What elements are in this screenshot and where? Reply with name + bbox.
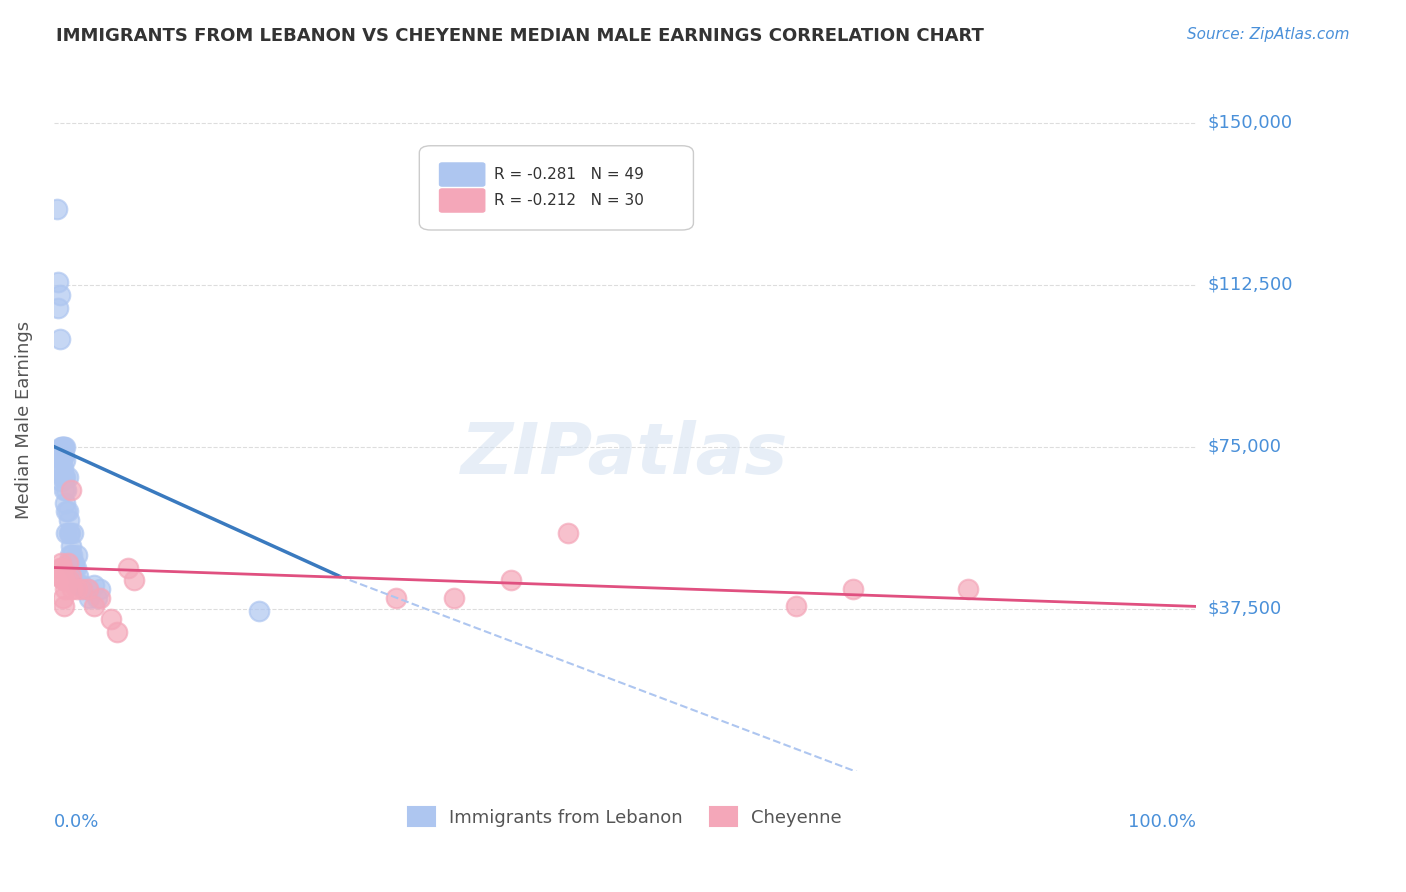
Point: [49, 440, 72, 454]
Point: [59, 569, 82, 583]
Point: [86, 591, 108, 605]
Point: [59, 539, 82, 553]
Point: [53, 496, 76, 510]
Text: R = -0.212   N = 30: R = -0.212 N = 30: [494, 193, 644, 208]
Point: [58, 525, 80, 540]
Point: [557, 525, 579, 540]
Point: [443, 591, 465, 605]
Point: [785, 599, 807, 614]
Point: [59, 525, 82, 540]
Point: [48, 288, 70, 302]
Point: [63, 560, 86, 574]
Text: Source: ZipAtlas.com: Source: ZipAtlas.com: [1187, 27, 1350, 42]
Point: [51, 470, 73, 484]
Point: [51, 452, 73, 467]
Point: [385, 591, 408, 605]
Text: 0.0%: 0.0%: [53, 813, 100, 830]
Point: [53, 574, 76, 588]
Point: [77, 582, 100, 596]
Point: [58, 513, 80, 527]
Point: [49, 461, 72, 475]
Point: [49, 474, 72, 488]
Point: [249, 604, 271, 618]
Point: [60, 582, 83, 596]
Point: [72, 578, 94, 592]
Point: [59, 556, 82, 570]
Text: $112,500: $112,500: [1208, 276, 1292, 293]
Point: [48, 301, 70, 316]
Point: [499, 574, 522, 588]
Point: [89, 582, 111, 596]
Point: [52, 591, 75, 605]
Text: $75,000: $75,000: [1208, 438, 1281, 456]
Point: [53, 582, 76, 596]
Point: [51, 440, 73, 454]
Point: [48, 332, 70, 346]
Point: [67, 578, 90, 592]
Point: [65, 560, 87, 574]
Point: [77, 582, 100, 596]
Point: [59, 483, 82, 497]
Legend: Immigrants from Lebanon, Cheyenne: Immigrants from Lebanon, Cheyenne: [401, 800, 849, 834]
Y-axis label: Median Male Earnings: Median Male Earnings: [15, 320, 32, 518]
Point: [52, 461, 75, 475]
Text: 100.0%: 100.0%: [1128, 813, 1197, 830]
Point: [56, 504, 79, 518]
Point: [66, 569, 89, 583]
Point: [89, 591, 111, 605]
Text: IMMIGRANTS FROM LEBANON VS CHEYENNE MEDIAN MALE EARNINGS CORRELATION CHART: IMMIGRANTS FROM LEBANON VS CHEYENNE MEDI…: [56, 27, 984, 45]
Point: [62, 525, 84, 540]
Point: [83, 578, 105, 592]
Point: [55, 504, 77, 518]
Point: [100, 612, 122, 626]
Text: ZIPatlas: ZIPatlas: [461, 420, 789, 489]
Point: [60, 548, 83, 562]
Point: [56, 470, 79, 484]
Point: [842, 582, 865, 596]
Point: [55, 525, 77, 540]
Point: [122, 574, 145, 588]
Point: [49, 556, 72, 570]
Point: [53, 440, 76, 454]
FancyBboxPatch shape: [440, 163, 485, 186]
Point: [52, 440, 75, 454]
Point: [72, 582, 94, 596]
Point: [83, 599, 105, 614]
Point: [53, 470, 76, 484]
Point: [66, 548, 89, 562]
Point: [59, 548, 82, 562]
Point: [117, 560, 139, 574]
Text: R = -0.281   N = 49: R = -0.281 N = 49: [494, 167, 644, 182]
Point: [53, 448, 76, 462]
Point: [46, 202, 69, 216]
Point: [58, 574, 80, 588]
Point: [63, 556, 86, 570]
Point: [52, 448, 75, 462]
Point: [53, 483, 76, 497]
Point: [53, 440, 76, 454]
Point: [73, 582, 96, 596]
Point: [48, 560, 70, 574]
Text: $37,500: $37,500: [1208, 599, 1281, 617]
Point: [53, 470, 76, 484]
Point: [55, 483, 77, 497]
Point: [56, 556, 79, 570]
Point: [956, 582, 979, 596]
Point: [51, 560, 73, 574]
FancyBboxPatch shape: [419, 145, 693, 230]
Point: [48, 569, 70, 583]
Point: [48, 276, 70, 290]
Point: [105, 625, 128, 640]
Text: $150,000: $150,000: [1208, 113, 1292, 131]
Point: [66, 582, 89, 596]
FancyBboxPatch shape: [440, 189, 485, 211]
Point: [52, 574, 75, 588]
Point: [53, 452, 76, 467]
Point: [77, 591, 100, 605]
Point: [53, 599, 76, 614]
